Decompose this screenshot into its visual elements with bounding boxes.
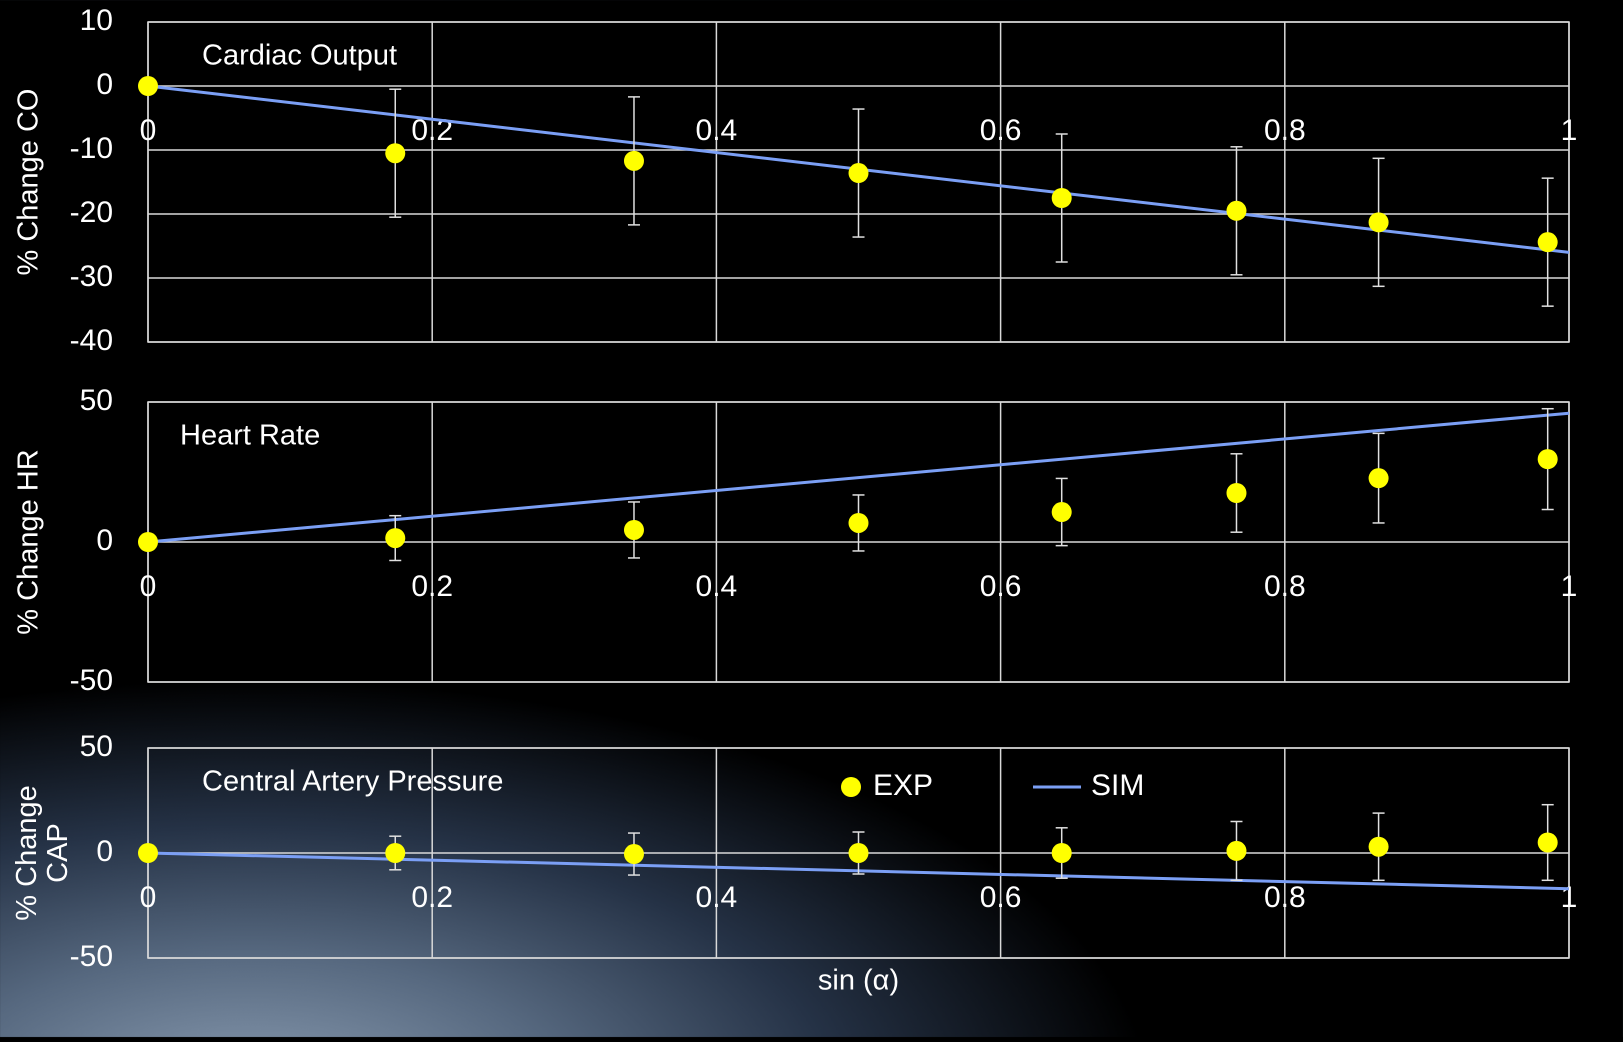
x-tick-label: 0 bbox=[140, 881, 157, 914]
legend-marker bbox=[841, 777, 861, 797]
exp-point bbox=[1226, 201, 1246, 221]
exp-point bbox=[385, 143, 405, 163]
legend-label: EXP bbox=[873, 769, 933, 802]
exp-point bbox=[624, 520, 644, 540]
panel-title: Heart Rate bbox=[180, 420, 320, 452]
x-tick-label: 0.2 bbox=[411, 881, 453, 914]
y-axis-label: % Change HR bbox=[13, 449, 45, 634]
exp-point bbox=[849, 163, 869, 183]
exp-point bbox=[1226, 841, 1246, 861]
y-tick-label: -40 bbox=[70, 324, 113, 357]
y-tick-label: -50 bbox=[70, 940, 113, 973]
chart: 100-10-20-30-4000.20.40.60.81Cardiac Out… bbox=[0, 0, 1623, 1037]
x-tick-label: 0.8 bbox=[1264, 881, 1306, 914]
exp-point bbox=[624, 151, 644, 171]
x-tick-label: 0 bbox=[140, 114, 157, 147]
x-tick-label: 0.6 bbox=[980, 570, 1022, 603]
x-tick-label: 1 bbox=[1561, 114, 1578, 147]
x-tick-label: 0.6 bbox=[980, 881, 1022, 914]
exp-point bbox=[1538, 449, 1558, 469]
x-tick-label: 0.4 bbox=[696, 881, 738, 914]
page: 100-10-20-30-4000.20.40.60.81Cardiac Out… bbox=[0, 0, 1623, 1037]
y-tick-label: -30 bbox=[70, 260, 113, 293]
exp-point bbox=[1538, 232, 1558, 252]
x-tick-label: 0 bbox=[140, 570, 157, 603]
exp-point bbox=[1052, 843, 1072, 863]
exp-point bbox=[849, 843, 869, 863]
x-tick-label: 0.8 bbox=[1264, 114, 1306, 147]
legend-label: SIM bbox=[1091, 769, 1144, 802]
y-tick-label: 50 bbox=[80, 730, 113, 763]
exp-point bbox=[1052, 502, 1072, 522]
panel-title: Cardiac Output bbox=[202, 40, 397, 72]
y-axis-label: % Change CO bbox=[13, 89, 45, 276]
exp-point bbox=[849, 513, 869, 533]
exp-point bbox=[1226, 483, 1246, 503]
y-tick-label: 50 bbox=[80, 384, 113, 417]
y-tick-label: 10 bbox=[80, 4, 113, 37]
exp-point bbox=[1369, 468, 1389, 488]
x-axis-label: sin (α) bbox=[818, 965, 899, 997]
y-axis-label: % ChangeCAP bbox=[11, 785, 74, 920]
x-tick-label: 0.6 bbox=[980, 114, 1022, 147]
y-tick-label: -20 bbox=[70, 196, 113, 229]
x-tick-label: 0.8 bbox=[1264, 570, 1306, 603]
y-tick-label: -10 bbox=[70, 132, 113, 165]
exp-point bbox=[624, 844, 644, 864]
exp-point bbox=[1538, 833, 1558, 853]
exp-point bbox=[385, 528, 405, 548]
y-tick-label: 0 bbox=[96, 68, 113, 101]
exp-point bbox=[138, 76, 158, 96]
exp-point bbox=[138, 843, 158, 863]
y-tick-label: 0 bbox=[96, 835, 113, 868]
x-tick-label: 1 bbox=[1561, 881, 1578, 914]
exp-point bbox=[1052, 188, 1072, 208]
x-tick-label: 0.4 bbox=[696, 114, 738, 147]
y-tick-label: -50 bbox=[70, 664, 113, 697]
exp-point bbox=[1369, 837, 1389, 857]
x-tick-label: 1 bbox=[1561, 570, 1578, 603]
y-tick-label: 0 bbox=[96, 524, 113, 557]
exp-point bbox=[385, 843, 405, 863]
exp-point bbox=[138, 532, 158, 552]
panel-title: Central Artery Pressure bbox=[202, 766, 503, 798]
x-tick-label: 0.4 bbox=[696, 570, 738, 603]
x-tick-label: 0.2 bbox=[411, 570, 453, 603]
exp-point bbox=[1369, 212, 1389, 232]
